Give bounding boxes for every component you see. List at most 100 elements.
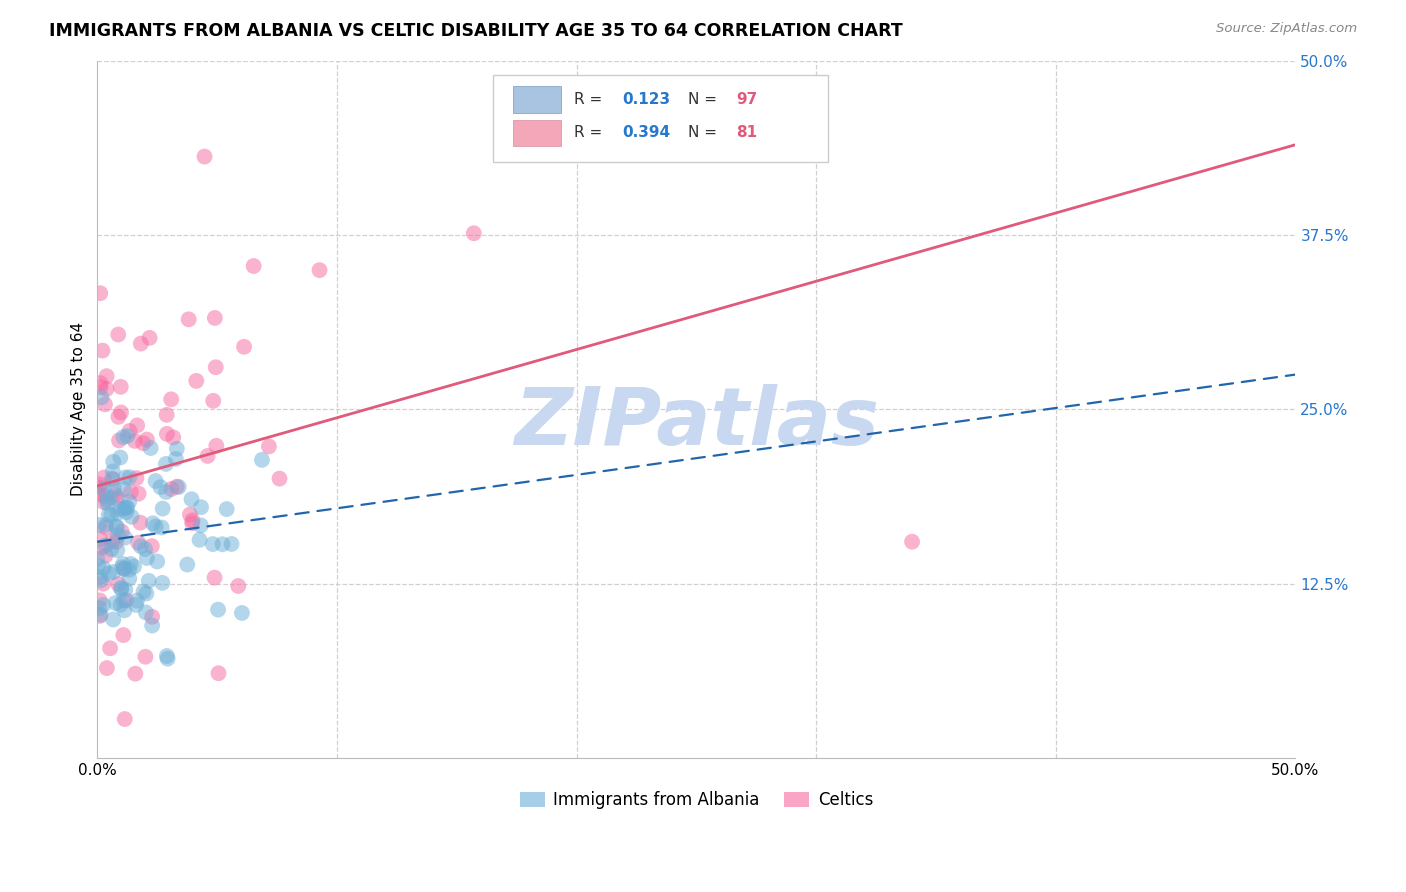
Point — [135, 606, 157, 620]
Point — [86, 486, 108, 500]
Point — [242, 259, 264, 273]
Point — [94, 397, 117, 411]
Point — [105, 520, 128, 534]
Point — [166, 442, 188, 456]
Point — [127, 535, 149, 549]
Text: 97: 97 — [735, 92, 758, 107]
Point — [141, 539, 163, 553]
Point — [101, 464, 124, 478]
Point — [112, 628, 135, 642]
Point — [86, 551, 108, 566]
Point — [91, 343, 114, 358]
Point — [180, 492, 202, 507]
Point — [112, 593, 135, 607]
Point — [103, 612, 125, 626]
Point — [115, 500, 138, 515]
Point — [91, 541, 114, 555]
Point — [110, 405, 132, 419]
Point — [308, 263, 330, 277]
Text: ZIPatlas: ZIPatlas — [515, 384, 879, 462]
Point — [141, 609, 163, 624]
Point — [122, 559, 145, 574]
Point — [101, 534, 124, 549]
Point — [205, 439, 228, 453]
Point — [110, 380, 132, 394]
Point — [105, 535, 128, 549]
Point — [105, 491, 128, 505]
Point — [118, 470, 141, 484]
Point — [111, 524, 134, 539]
Point — [93, 561, 115, 575]
Point — [188, 533, 211, 547]
Point — [146, 554, 169, 568]
Point — [94, 549, 117, 563]
Point — [215, 502, 238, 516]
Point — [150, 575, 173, 590]
Point — [149, 480, 172, 494]
Text: N =: N = — [688, 92, 721, 107]
Point — [103, 482, 125, 496]
Point — [96, 661, 118, 675]
Point — [104, 488, 127, 502]
Point — [94, 517, 117, 532]
Point — [181, 516, 204, 531]
Point — [100, 491, 122, 505]
Point — [156, 648, 179, 663]
Point — [128, 486, 150, 500]
Point — [89, 601, 111, 615]
Point — [166, 480, 188, 494]
Point — [101, 472, 124, 486]
Point — [112, 430, 135, 444]
Point — [89, 517, 111, 532]
Text: 0.123: 0.123 — [621, 92, 671, 107]
Point — [127, 418, 149, 433]
Point — [118, 571, 141, 585]
Text: 81: 81 — [735, 126, 756, 140]
Point — [111, 560, 134, 574]
FancyBboxPatch shape — [513, 87, 561, 112]
Point — [89, 532, 111, 546]
Point — [89, 608, 111, 623]
Legend: Immigrants from Albania, Celtics: Immigrants from Albania, Celtics — [513, 784, 880, 815]
Point — [90, 574, 112, 588]
Point — [160, 392, 183, 407]
Point — [105, 519, 128, 533]
Point — [105, 543, 128, 558]
Point — [162, 430, 184, 444]
Point — [197, 449, 219, 463]
Point — [103, 565, 125, 579]
Point — [139, 441, 162, 455]
Point — [125, 593, 148, 607]
Point — [107, 528, 129, 542]
Point — [190, 500, 212, 515]
Y-axis label: Disability Age 35 to 64: Disability Age 35 to 64 — [72, 322, 86, 497]
Point — [110, 581, 132, 595]
Point — [93, 482, 115, 496]
Point — [233, 340, 256, 354]
Point — [118, 424, 141, 438]
Point — [207, 666, 229, 681]
Point — [118, 563, 141, 577]
Point — [90, 391, 112, 405]
Point — [90, 607, 112, 622]
Point — [115, 500, 138, 515]
Text: R =: R = — [574, 92, 607, 107]
Point — [257, 439, 280, 453]
Point — [107, 506, 129, 520]
Point — [125, 471, 148, 485]
Text: R =: R = — [574, 126, 607, 140]
Point — [135, 433, 157, 447]
Point — [120, 485, 142, 500]
Point — [96, 382, 118, 396]
Point — [114, 582, 136, 597]
Point — [115, 505, 138, 519]
Point — [190, 518, 212, 533]
Point — [207, 602, 229, 616]
Point — [90, 380, 112, 394]
Point — [107, 577, 129, 591]
Point — [142, 516, 165, 531]
Point — [221, 537, 243, 551]
Point — [211, 537, 233, 551]
Point — [94, 520, 117, 534]
Point — [135, 551, 157, 566]
